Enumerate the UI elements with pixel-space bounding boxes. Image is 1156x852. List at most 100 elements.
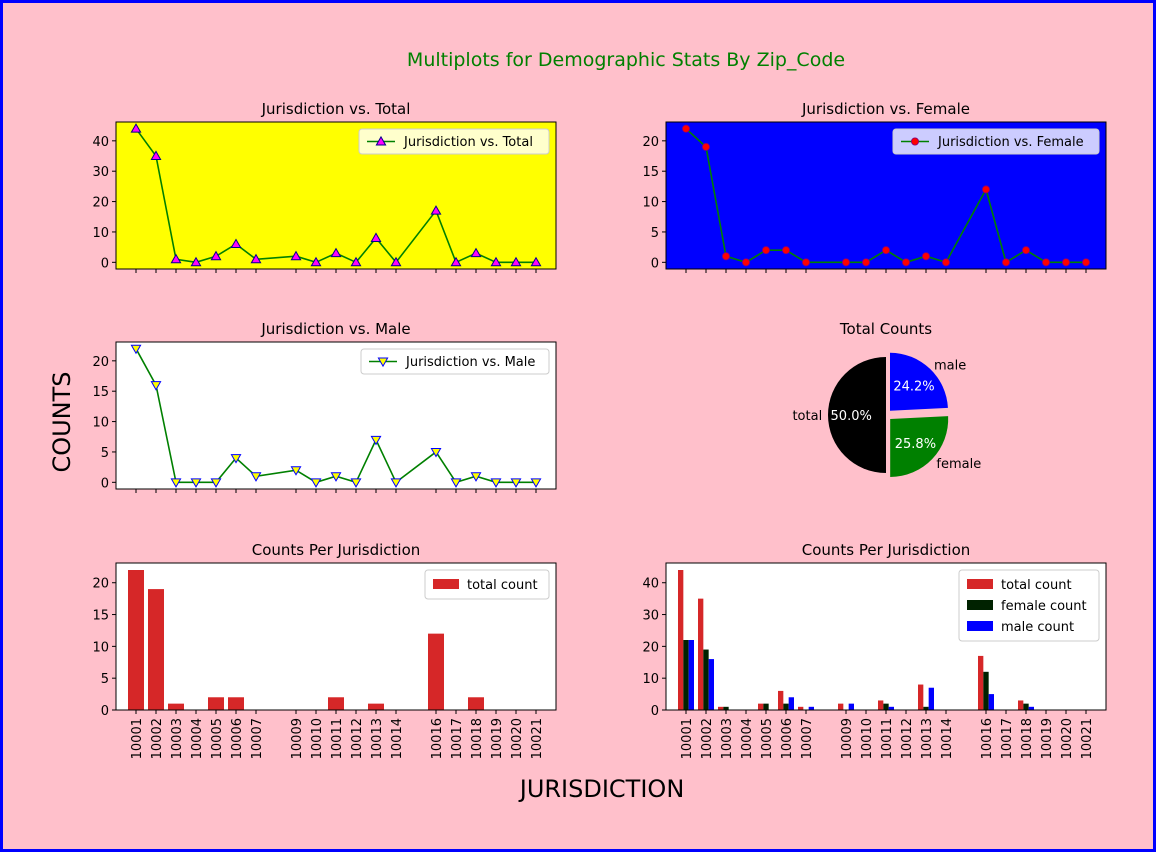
data-point xyxy=(330,472,342,482)
data-point xyxy=(230,454,242,464)
legend-label: total count xyxy=(467,578,538,593)
x-tick-label: 10012 xyxy=(900,718,915,759)
bar xyxy=(758,703,764,710)
bar xyxy=(783,703,789,710)
y-tick-label: 0 xyxy=(651,704,659,719)
line-chart: Jurisdiction vs. Female 0 5 10 15 20 Jurisdict… xyxy=(642,100,1107,273)
x-tick-label: 10003 xyxy=(720,718,735,759)
y-tick-label: 0 xyxy=(651,256,659,271)
x-tick-label: 10019 xyxy=(490,718,505,759)
data-point xyxy=(490,256,502,267)
data-point xyxy=(130,123,142,133)
data-point xyxy=(722,252,731,261)
bar xyxy=(428,633,444,710)
legend-box xyxy=(358,128,550,155)
bar xyxy=(1028,706,1034,710)
y-tick-label: 10 xyxy=(642,672,659,687)
x-tick-label: 10009 xyxy=(840,718,855,759)
figure-ylabel: COUNTS xyxy=(48,371,76,472)
x-tick-label: 10011 xyxy=(880,718,895,759)
data-point xyxy=(150,150,162,160)
x-tick-label: 10013 xyxy=(920,718,935,759)
data-point xyxy=(375,135,387,146)
bar xyxy=(128,570,144,710)
bar xyxy=(683,640,689,710)
data-point xyxy=(470,472,482,482)
x-tick-label: 10016 xyxy=(430,718,445,759)
data-point xyxy=(802,258,811,267)
data-point xyxy=(210,250,222,261)
data-point xyxy=(230,238,242,249)
x-tick-label: 10020 xyxy=(510,718,525,759)
data-point xyxy=(370,435,382,446)
y-tick-label: 15 xyxy=(92,385,109,400)
data-point xyxy=(377,357,389,368)
y-tick-label: 10 xyxy=(92,416,109,431)
y-tick-label: 5 xyxy=(651,226,659,241)
x-tick-label: 10007 xyxy=(250,718,265,759)
bar xyxy=(838,703,844,710)
data-point xyxy=(1002,258,1011,267)
bar xyxy=(878,700,884,710)
data-point xyxy=(390,478,402,488)
x-tick-label: 10018 xyxy=(1020,718,1035,759)
data-point xyxy=(170,478,182,488)
bar xyxy=(978,655,984,710)
data-point xyxy=(922,252,931,261)
data-point xyxy=(530,256,542,267)
data-point xyxy=(450,256,462,267)
pie-slice xyxy=(828,357,886,473)
bar xyxy=(763,703,769,710)
bar xyxy=(368,703,384,710)
bar xyxy=(918,684,924,710)
axes-frame xyxy=(115,341,557,490)
bar xyxy=(708,659,714,710)
bar xyxy=(1023,703,1029,710)
pie-slice xyxy=(889,352,948,411)
x-tick-label: 10001 xyxy=(130,718,145,759)
line-chart: Jurisdiction vs. Total 0 10 20 30 40 Jurisdict… xyxy=(92,100,557,273)
x-tick-label: 10009 xyxy=(290,718,305,759)
data-point xyxy=(982,185,991,194)
x-tick-label: 10006 xyxy=(780,718,795,759)
data-point xyxy=(350,256,362,267)
bar xyxy=(888,706,894,710)
data-point xyxy=(702,142,711,151)
data-point xyxy=(911,137,920,146)
data-point xyxy=(470,247,482,258)
legend: total count xyxy=(424,569,550,600)
data-point xyxy=(742,258,751,267)
subplots: Jurisdiction vs. Total 0 10 20 30 40 Jurisdict… xyxy=(92,100,1107,759)
bar xyxy=(798,706,804,710)
bar xyxy=(208,697,224,710)
data-point xyxy=(150,381,162,391)
data-point xyxy=(250,472,262,482)
legend-swatch xyxy=(967,579,993,589)
chart-title: Jurisdiction vs. Male xyxy=(260,320,410,338)
y-tick-label: 0 xyxy=(101,476,109,491)
legend: Jurisdiction vs. Female xyxy=(892,128,1100,155)
axes-frame xyxy=(115,121,557,270)
data-point xyxy=(330,247,342,258)
x-tick-label: 10010 xyxy=(310,718,325,759)
legend-box xyxy=(360,348,550,375)
chart-title: Counts Per Jurisdiction xyxy=(252,541,421,559)
bar xyxy=(718,706,724,710)
data-point xyxy=(290,250,302,261)
x-tick-label: 10018 xyxy=(470,718,485,759)
x-tick-label: 10016 xyxy=(980,718,995,759)
bar-chart: Counts Per Jurisdiction 10001 10002 10003 10… xyxy=(92,541,557,759)
data-point xyxy=(682,124,691,133)
x-tick-label: 10006 xyxy=(230,718,245,759)
y-tick-label: 30 xyxy=(642,609,659,624)
x-tick-label: 10017 xyxy=(450,718,465,759)
data-point xyxy=(390,256,402,267)
x-tick-label: 10011 xyxy=(330,718,345,759)
pie-label: total xyxy=(792,409,822,424)
x-tick-label: 10004 xyxy=(740,718,755,759)
x-tick-label: 10005 xyxy=(210,718,225,759)
x-tick-label: 10014 xyxy=(390,718,405,759)
data-point xyxy=(762,246,771,255)
bar xyxy=(988,694,994,710)
